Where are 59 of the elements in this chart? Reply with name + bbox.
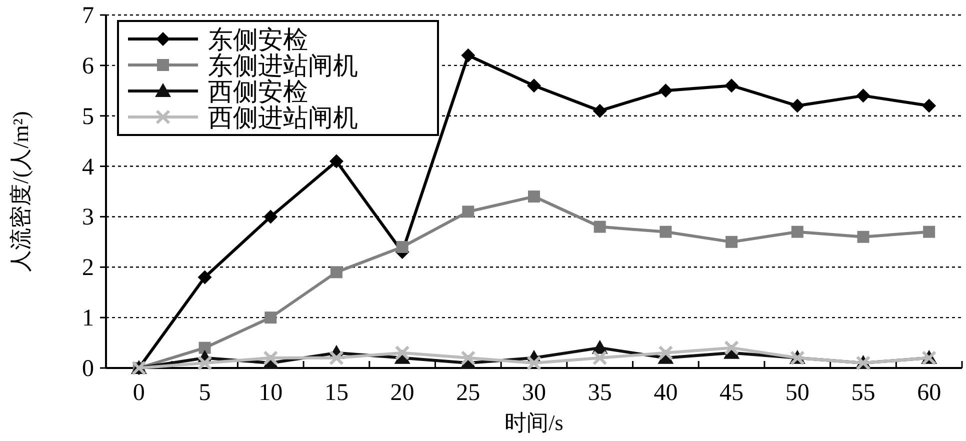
point <box>724 78 739 93</box>
x-tick-label: 50 <box>785 380 810 406</box>
x-tick-label: 20 <box>390 380 414 406</box>
x-tick-label: 25 <box>456 380 480 406</box>
y-tick-label: 4 <box>82 154 94 180</box>
point <box>857 230 870 243</box>
x-tick-label: 60 <box>917 380 942 406</box>
point <box>592 350 608 366</box>
point <box>460 350 476 366</box>
x-tick-label: 0 <box>132 380 145 406</box>
point <box>724 340 740 356</box>
point <box>790 98 804 113</box>
x-tick-label: 55 <box>851 380 876 406</box>
x-tick-label: 45 <box>720 380 744 406</box>
point <box>394 345 410 360</box>
x-tick-label: 35 <box>588 380 612 406</box>
point <box>791 226 804 238</box>
point <box>329 154 344 168</box>
legend-label: 东侧进站闸机 <box>208 52 358 80</box>
y-tick-label: 1 <box>82 306 94 332</box>
point <box>462 206 474 218</box>
point <box>528 190 540 203</box>
point <box>922 98 936 113</box>
x-axis-title: 时间/s <box>504 410 564 435</box>
y-tick-label: 0 <box>82 356 94 382</box>
legend-label: 西侧安检 <box>208 78 308 106</box>
point <box>264 210 278 224</box>
point <box>658 84 673 98</box>
y-tick-label: 5 <box>82 104 94 130</box>
legend-label: 东侧安检 <box>208 26 308 54</box>
point <box>658 345 674 360</box>
point <box>197 355 212 370</box>
point <box>198 270 212 284</box>
y-tick-label: 6 <box>82 53 94 80</box>
y-tick-label: 7 <box>82 3 94 29</box>
point <box>396 240 408 253</box>
point <box>923 226 936 238</box>
point <box>328 350 344 366</box>
x-tick-label: 10 <box>258 380 283 406</box>
point <box>594 220 606 233</box>
point <box>330 266 342 278</box>
point <box>592 104 607 118</box>
point <box>264 312 277 324</box>
point <box>856 88 870 103</box>
x-tick-label: 40 <box>654 380 678 406</box>
y-tick-label: 3 <box>82 204 94 231</box>
point <box>198 342 211 354</box>
x-tick-label: 15 <box>324 380 348 406</box>
y-axis-title: 人流密度/(人/m²) <box>8 111 33 272</box>
point <box>461 48 476 62</box>
x-tick-label: 30 <box>522 380 546 406</box>
point <box>527 78 541 93</box>
legend-label: 西侧进站闸机 <box>208 105 358 132</box>
point <box>726 236 738 248</box>
point <box>660 226 672 238</box>
point <box>526 355 542 370</box>
x-tick-label: 5 <box>198 380 211 406</box>
y-tick-label: 2 <box>82 255 94 282</box>
point <box>263 350 278 366</box>
